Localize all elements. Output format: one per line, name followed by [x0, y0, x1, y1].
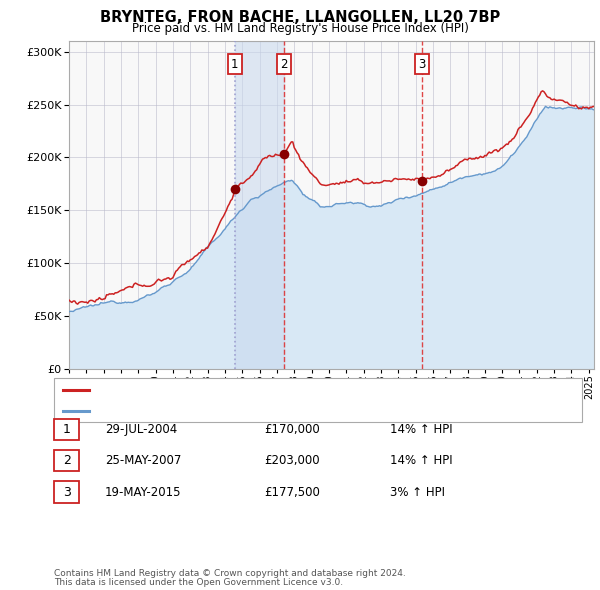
Text: 2: 2: [280, 58, 287, 71]
Text: 3: 3: [418, 58, 426, 71]
Text: BRYNTEG, FRON BACHE, LLANGOLLEN, LL20 7BP (detached house): BRYNTEG, FRON BACHE, LLANGOLLEN, LL20 7B…: [96, 385, 463, 395]
Text: HPI: Average price, detached house, Denbighshire: HPI: Average price, detached house, Denb…: [96, 406, 371, 416]
Text: 19-MAY-2015: 19-MAY-2015: [105, 486, 182, 499]
Text: 3% ↑ HPI: 3% ↑ HPI: [390, 486, 445, 499]
Text: 3: 3: [62, 486, 71, 499]
Bar: [235, 41, 284, 369]
Text: 25-MAY-2007: 25-MAY-2007: [105, 454, 181, 467]
Text: £177,500: £177,500: [264, 486, 320, 499]
Text: This data is licensed under the Open Government Licence v3.0.: This data is licensed under the Open Gov…: [54, 578, 343, 588]
Text: 1: 1: [231, 58, 239, 71]
Text: 14% ↑ HPI: 14% ↑ HPI: [390, 454, 452, 467]
Text: 1: 1: [62, 423, 71, 436]
Text: £170,000: £170,000: [264, 423, 320, 436]
Text: 14% ↑ HPI: 14% ↑ HPI: [390, 423, 452, 436]
Text: Price paid vs. HM Land Registry's House Price Index (HPI): Price paid vs. HM Land Registry's House …: [131, 22, 469, 35]
Text: £203,000: £203,000: [264, 454, 320, 467]
Text: BRYNTEG, FRON BACHE, LLANGOLLEN, LL20 7BP: BRYNTEG, FRON BACHE, LLANGOLLEN, LL20 7B…: [100, 10, 500, 25]
Text: 2: 2: [62, 454, 71, 467]
Text: 29-JUL-2004: 29-JUL-2004: [105, 423, 177, 436]
Text: Contains HM Land Registry data © Crown copyright and database right 2024.: Contains HM Land Registry data © Crown c…: [54, 569, 406, 578]
